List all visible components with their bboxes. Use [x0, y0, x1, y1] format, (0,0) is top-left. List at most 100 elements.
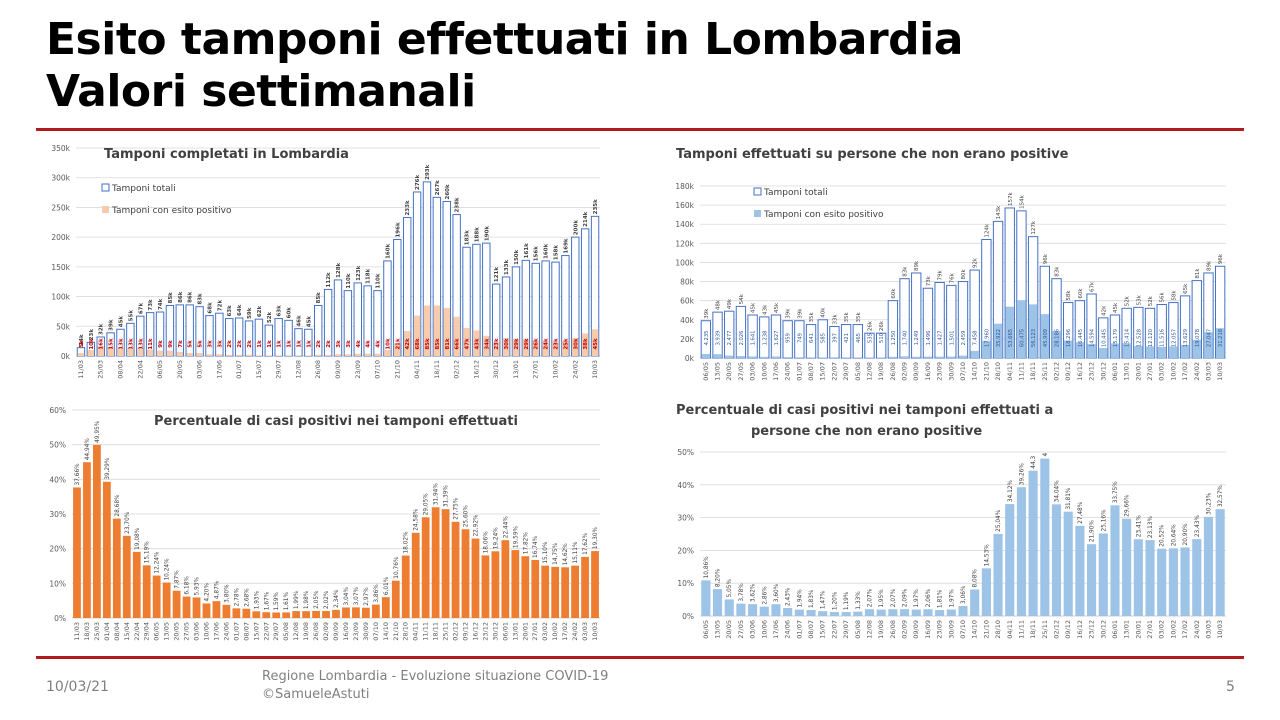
bar-percentuale	[451, 521, 460, 618]
x-tick-label: 10/02	[552, 360, 560, 379]
data-label-positivi: 12.528	[1136, 329, 1142, 347]
data-label-totali: 39k	[109, 319, 115, 331]
x-tick-label: 20/01	[1134, 362, 1142, 381]
x-tick-label: 03/03	[1204, 620, 1212, 639]
data-label-totali: 123k	[356, 265, 362, 280]
data-label-percentuale: 29,05%	[424, 493, 430, 516]
data-label-positivi: 3k	[217, 340, 223, 348]
data-label-totali: 52k	[267, 311, 273, 323]
x-tick-label: 10/02	[551, 622, 559, 641]
bar-percentuale	[292, 611, 301, 618]
legend-swatch-positivi	[102, 206, 109, 213]
x-tick-label: 03/06	[749, 620, 757, 639]
data-label-positivi: 535	[867, 333, 873, 343]
data-label-totali: 80k	[961, 269, 967, 280]
x-tick-label: 11/11	[1017, 362, 1025, 381]
data-label-totali: 79k	[938, 270, 944, 281]
data-label-totali: 45k	[774, 302, 780, 313]
data-label-totali: 150k	[514, 249, 520, 264]
x-tick-label: 13/01	[512, 360, 520, 379]
x-tick-label: 16/09	[924, 362, 932, 381]
bar-tamponi-positivi	[958, 355, 968, 358]
x-tick-label: 30/12	[491, 622, 499, 641]
x-tick-label: 04/11	[1006, 620, 1014, 639]
data-label-percentuale: 14,62%	[563, 543, 569, 566]
data-label-totali: 86k	[188, 291, 194, 303]
bar-tamponi-positivi	[216, 354, 223, 356]
data-label-positivi: 10k	[385, 338, 391, 350]
data-label-positivi: 5k	[79, 340, 85, 348]
bar-percentuale	[1133, 539, 1143, 616]
data-label-positivi: 749	[797, 333, 803, 343]
data-label-positivi: 13k	[118, 338, 124, 350]
y-tick-label: 20k	[680, 335, 695, 344]
data-label-positivi: 1k	[257, 340, 263, 348]
x-tick-label: 29/07	[272, 622, 280, 641]
bar-percentuale	[202, 603, 211, 618]
data-label-percentuale: 2,43%	[786, 587, 792, 606]
chart-title-line-2: persone che non erano positive	[751, 424, 982, 439]
data-label-positivi: 7k	[178, 340, 184, 348]
x-tick-label: 11/03	[77, 360, 85, 379]
data-label-totali: 59k	[247, 307, 253, 319]
x-tick-label: 27/01	[1146, 620, 1154, 639]
x-tick-label: 27/01	[532, 360, 540, 379]
y-tick-label: 20%	[677, 546, 694, 555]
data-label-positivi: 12.120	[1148, 329, 1154, 347]
bar-tamponi-positivi	[97, 346, 104, 356]
data-label-totali: 233k	[405, 200, 411, 215]
data-label-totali: 110k	[346, 273, 352, 288]
y-tick-label: 350k	[51, 144, 70, 153]
chart-percentuale-positivi: 0% 10% 20% 30% 40% 50% 60% 37,66% 44,94% 49,95% 39…	[49, 406, 600, 641]
y-tick-label: 50%	[677, 448, 694, 457]
data-label-totali: 128k	[336, 262, 342, 277]
bar-tamponi-positivi	[1064, 340, 1073, 358]
data-label-percentuale: 1,93%	[254, 590, 260, 609]
x-tick-label: 03/06	[193, 622, 201, 641]
bar-tamponi-positivi	[1204, 332, 1213, 358]
x-tick-label: 24/06	[784, 620, 792, 639]
bar-percentuale	[701, 580, 711, 616]
bar-percentuale	[421, 517, 430, 618]
bar-percentuale	[591, 551, 599, 618]
x-tick-label: 10/03	[591, 360, 599, 379]
x-tick-label: 02/12	[452, 622, 460, 641]
data-label-positivi: 10.445	[1101, 329, 1107, 347]
data-label-positivi: 42k	[405, 338, 411, 350]
bar-percentuale	[923, 609, 933, 616]
data-label-positivi: 1k	[287, 340, 293, 348]
x-tick-label: 08/04	[116, 360, 124, 379]
bar-tamponi-positivi	[265, 355, 272, 356]
data-label-positivi: 25k	[563, 338, 569, 350]
x-tick-label: 18/11	[1029, 362, 1037, 381]
data-label-positivi: 34k	[484, 338, 490, 350]
x-tick-label: 11/11	[422, 622, 430, 641]
data-label-totali: 52k	[1125, 295, 1131, 306]
data-label-percentuale: 1,97%	[914, 589, 920, 608]
bar-tamponi-positivi	[1122, 343, 1131, 358]
bar-tamponi-positivi	[1192, 339, 1201, 358]
data-label-positivi: 421	[844, 333, 850, 343]
footer-source: Regione Lombardia - Evoluzione situazion…	[262, 668, 608, 704]
data-label-positivi: 4.235	[704, 331, 710, 346]
data-label-percentuale: 1,59%	[274, 592, 280, 611]
bar-percentuale	[853, 611, 863, 616]
x-tick-label: 09/09	[334, 360, 342, 379]
x-tick-label: 06/01	[501, 622, 509, 641]
bar-tamponi-positivi	[206, 354, 213, 356]
bar-percentuale	[352, 607, 360, 618]
bar-tamponi-totali	[922, 287, 934, 359]
x-tick-label: 23/09	[352, 622, 360, 641]
x-tick-label: 30/12	[492, 360, 500, 379]
bar-percentuale	[362, 607, 370, 618]
x-tick-label: 23/12	[1088, 362, 1096, 381]
data-label-percentuale: 3,78%	[739, 583, 745, 602]
x-tick-label: 15/07	[255, 360, 263, 379]
x-tick-label: 10/03	[591, 622, 599, 641]
data-label-totali: 89k	[1206, 260, 1212, 271]
y-tick-label: 0k	[61, 352, 71, 361]
data-label-percentuale: 44,3	[1031, 455, 1037, 468]
bar-tamponi-positivi	[1028, 304, 1038, 358]
data-label-totali: 72k	[217, 300, 223, 312]
data-label-percentuale: 1,94%	[797, 589, 803, 608]
